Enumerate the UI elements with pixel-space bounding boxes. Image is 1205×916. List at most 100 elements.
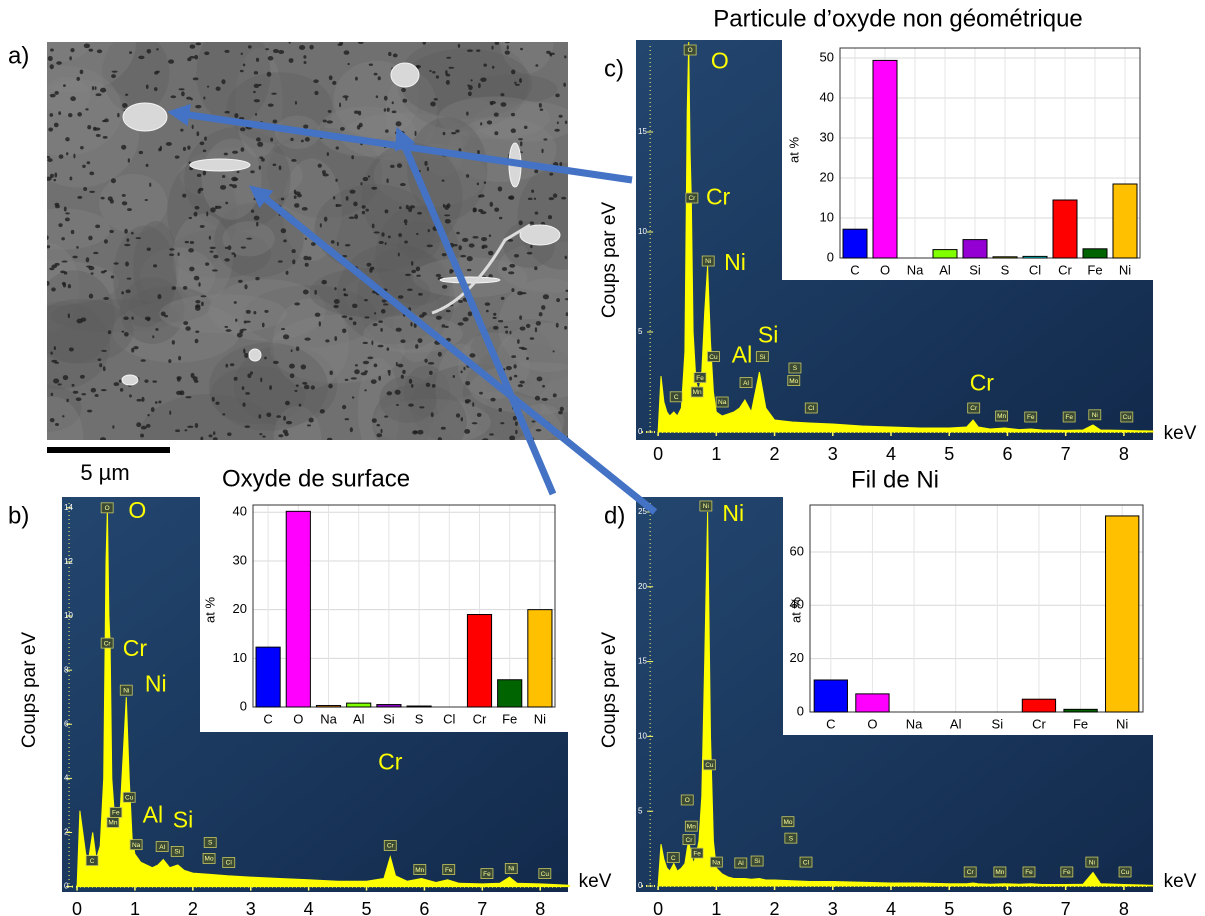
sem-pore xyxy=(542,384,545,388)
peak-marker-label: Cr xyxy=(686,837,694,844)
peak-marker-label: Ni xyxy=(1092,412,1098,419)
sem-pore xyxy=(76,245,79,249)
sem-shade xyxy=(428,391,564,440)
peak-marker xyxy=(739,377,753,389)
sem-shade xyxy=(47,298,134,364)
y-tick-label: 6 xyxy=(64,719,69,728)
peak-marker-label: O xyxy=(685,797,690,804)
sem-pore xyxy=(199,141,205,146)
sem-particle xyxy=(390,62,420,88)
sem-pore xyxy=(350,377,357,380)
sem-pore xyxy=(402,369,406,374)
sem-pore xyxy=(506,45,509,50)
sem-pore xyxy=(63,206,67,212)
sem-pore xyxy=(224,258,230,262)
sem-pore xyxy=(400,339,406,343)
peak-annotation: Ni xyxy=(724,249,746,275)
peak-marker-label: Mo xyxy=(783,819,792,826)
sem-pore xyxy=(491,45,494,50)
sem-pore xyxy=(486,120,493,125)
sem-pore xyxy=(517,339,520,344)
sem-pore xyxy=(399,183,406,187)
sem-pore xyxy=(386,391,393,396)
y-tick-label: 2 xyxy=(64,828,69,837)
y-tick-label: 8 xyxy=(64,665,69,674)
sem-pore xyxy=(66,152,69,156)
x-axis-label: keV xyxy=(579,871,612,892)
sem-pore xyxy=(124,243,131,247)
sem-pore xyxy=(455,129,460,133)
sem-pore xyxy=(343,293,347,296)
peak-marker xyxy=(1062,411,1076,423)
sem-pore xyxy=(205,262,210,266)
sem-pore xyxy=(100,87,107,93)
sem-pore xyxy=(354,364,358,367)
sem-pore xyxy=(176,376,182,380)
y-tick-label: 15 xyxy=(638,657,647,666)
sem-pore xyxy=(126,208,133,212)
sem-pore xyxy=(187,57,192,62)
sem-pore xyxy=(49,113,54,117)
sem-pore xyxy=(408,403,414,407)
sem-pore xyxy=(460,254,467,258)
sem-pore xyxy=(547,215,553,220)
sem-pore xyxy=(492,325,499,330)
peak-marker-label: Mo xyxy=(789,378,798,385)
sem-pore xyxy=(58,223,63,228)
sem-pore xyxy=(468,85,473,91)
bar xyxy=(376,704,402,708)
sem-pore xyxy=(291,249,296,254)
sem-pore xyxy=(200,436,204,440)
peak-annotation: Cr xyxy=(706,183,731,209)
peak-marker xyxy=(701,255,715,267)
peak-marker-label: C xyxy=(674,394,679,401)
sem-pore xyxy=(344,378,349,381)
peak-marker xyxy=(413,864,427,875)
bar xyxy=(527,609,553,708)
peak-marker xyxy=(122,791,136,803)
sem-pore xyxy=(448,66,455,69)
sem-pore xyxy=(457,43,461,48)
sem-pore xyxy=(123,316,129,321)
sem-pore xyxy=(364,298,368,302)
bar xyxy=(1021,698,1057,713)
sem-pore xyxy=(342,404,347,410)
peak-marker xyxy=(480,868,494,880)
sem-pore xyxy=(102,366,106,372)
sem-pore xyxy=(144,198,148,201)
sem-pore xyxy=(509,263,516,268)
x-tick-label: O xyxy=(867,716,877,731)
peak-marker-label: Ni xyxy=(123,687,129,694)
peak-marker xyxy=(788,362,802,374)
sem-pore xyxy=(367,356,374,360)
peak-marker xyxy=(755,351,769,363)
sem-pore xyxy=(253,71,259,75)
sem-pore xyxy=(144,379,149,383)
sem-pore xyxy=(160,311,166,317)
sem-pore xyxy=(178,88,185,91)
sem-pore xyxy=(556,298,560,303)
sem-pore xyxy=(411,261,414,266)
sem-pore xyxy=(303,55,307,59)
x-tick-label: Ni xyxy=(1119,262,1131,277)
sem-pore xyxy=(386,347,390,351)
sem-pore xyxy=(266,412,272,418)
x-tick-label: Na xyxy=(320,711,337,726)
peak-marker xyxy=(202,853,216,864)
x-tick-label: 3 xyxy=(246,899,256,916)
sem-pore xyxy=(526,251,533,255)
sem-pore xyxy=(133,345,139,350)
sem-pore xyxy=(425,382,431,387)
sem-pore xyxy=(196,173,202,178)
sem-pore xyxy=(66,398,69,403)
sem-pore xyxy=(102,136,108,139)
x-tick-label: Cr xyxy=(1058,262,1072,277)
peak-marker xyxy=(787,375,801,387)
sem-pore xyxy=(380,327,383,332)
sem-pore xyxy=(335,178,338,182)
sem-pore xyxy=(381,232,385,237)
plot-frame xyxy=(252,504,556,708)
sem-pore xyxy=(92,126,97,131)
sem-pore xyxy=(47,235,49,240)
sem-pore xyxy=(90,387,97,393)
